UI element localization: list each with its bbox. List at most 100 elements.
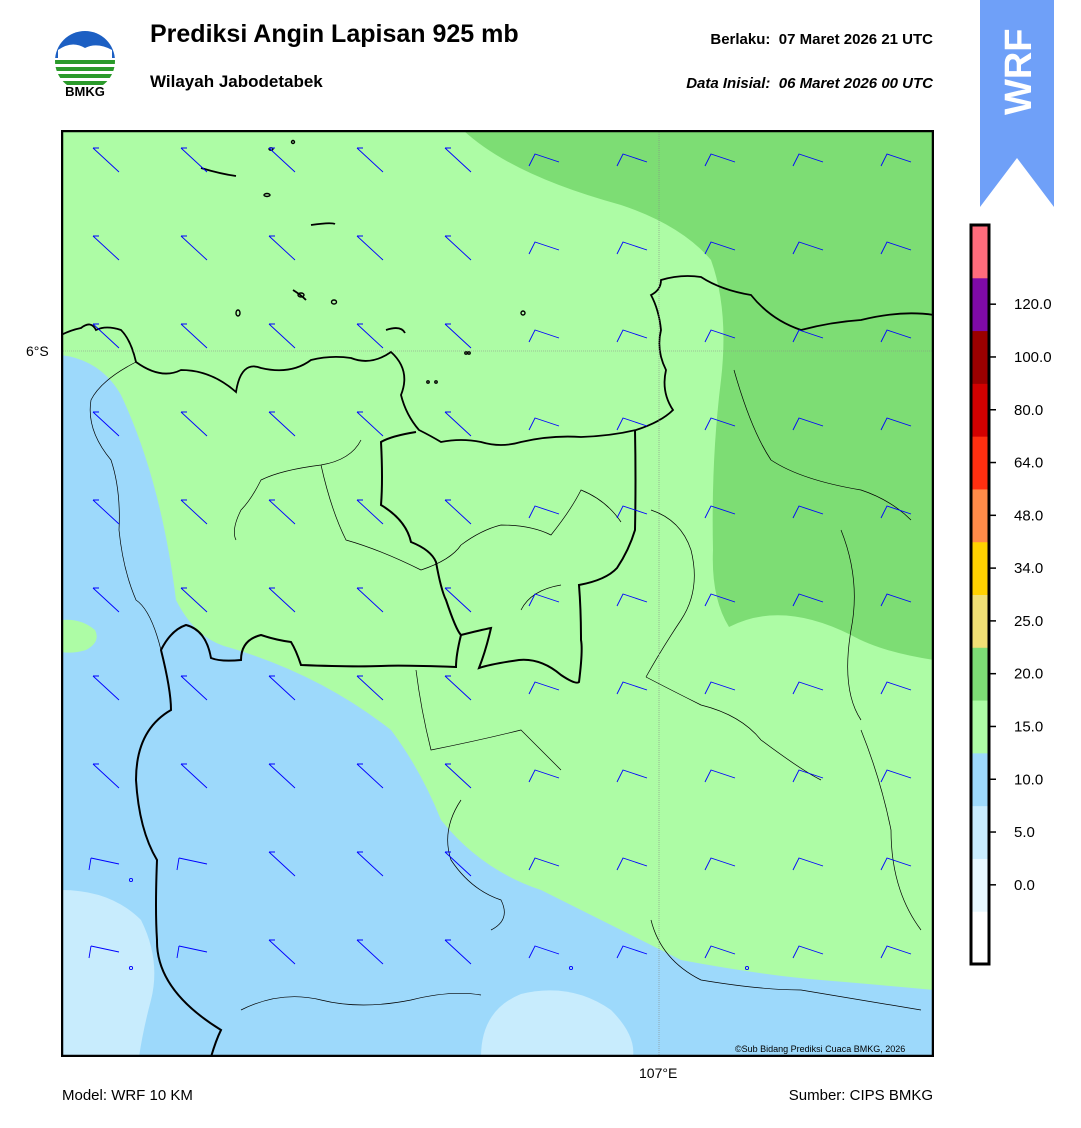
valid-time: Berlaku: 07 Maret 2026 21 UTC [710,31,933,48]
wind-barb [268,851,296,877]
wind-barb [616,945,648,959]
wind-barb [880,241,912,255]
colorbar-swatch [971,541,989,595]
wind-barb [792,417,824,431]
colorbar-frame [969,223,991,966]
wind-barb [176,945,208,959]
wind-barb [616,329,648,343]
wind-barb [92,235,120,261]
init-time: Data Inisial: 06 Maret 2026 00 UTC [686,75,933,92]
page-subtitle: Wilayah Jabodetabek [150,72,323,91]
wind-barb [92,587,120,613]
wind-barb [792,241,824,255]
wind-barb [356,411,384,437]
wind-barb [444,235,472,261]
colorbar-swatch [971,858,989,912]
wind-barb [792,769,824,783]
wind-barb [356,587,384,613]
regency-boundaries [89,361,922,1011]
wrf-ribbon-text: WRF [998,28,1040,115]
init-label: Data Inisial: [686,75,771,92]
wind-barb [616,593,648,607]
wind-barb [356,763,384,789]
wind-barb [616,505,648,519]
small-islands [235,139,526,384]
wind-barb [704,505,736,519]
wind-barb [880,593,912,607]
wind-barb [616,241,648,255]
wind-barb [880,681,912,695]
wind-barb [528,945,560,959]
wind-barb [616,417,648,431]
wind-barb [704,769,736,783]
lon-tick-label: 107°E [639,1065,678,1081]
wind-barb [88,857,120,871]
wind-barb [268,323,296,349]
wind-barb [704,329,736,343]
wind-barb [180,675,208,701]
colorbar-swatch [971,436,989,490]
colorbar-swatch [971,488,989,543]
model-label: Model: WRF 10 KM [62,1087,193,1104]
colorbar-swatch [971,330,989,384]
colorbar-tick-label: 25.0 [1014,613,1043,630]
wind-barb [176,857,208,871]
wind-barb [528,329,560,343]
wind-band-15-20 [463,130,934,660]
wind-barb [180,763,208,789]
wind-barb [444,147,472,173]
colorbar-tick-label: 20.0 [1014,666,1043,683]
colorbar-swatch [971,700,989,754]
colorbar-tick-label: 5.0 [1014,824,1035,841]
colorbar-swatch [971,911,989,965]
province-border [134,429,637,1057]
colorbar-tick-label: 120.0 [1014,296,1052,313]
wind-barb [880,769,912,783]
wind-barb [704,153,736,167]
wind-barb [792,329,824,343]
wind-barb [528,241,560,255]
colorbar-ticks: 0.0 5.0 10.0 15.0 20.0 25.0 34.0 48.0 64.0 80.0 10… [989,296,1052,894]
colorbar-swatch [971,752,989,807]
wind-barb [92,763,120,789]
wind-barb [268,147,296,173]
wind-barb [92,147,120,173]
wind-barb [704,593,736,607]
wind-band-0-5-west [61,890,155,1057]
wind-barb [528,769,560,783]
wind-barb [704,241,736,255]
source-label: Sumber: CIPS BMKG [788,1087,933,1104]
wind-barb [880,857,912,871]
colorbar-tick-label: 10.0 [1014,771,1043,788]
wind-barb [356,939,384,965]
wind-barb [880,153,912,167]
wind-barb [268,587,296,613]
wind-barb [792,945,824,959]
wind-barb [528,681,560,695]
wind-barb [268,235,296,261]
wind-barb [92,323,120,349]
colorbar-tick-label: 100.0 [1014,349,1052,366]
colorbar-tick-label: 64.0 [1014,455,1043,472]
wind-barb [792,857,824,871]
wind-barb [704,945,736,959]
wind-barb [880,329,912,343]
colorbar-tick-label: 0.0 [1014,877,1035,894]
wind-barb [704,681,736,695]
wind-barb [356,851,384,877]
wind-barb [792,505,824,519]
wrf-ribbon: WRF [980,0,1054,207]
wind-barb [356,235,384,261]
wind-barb [792,153,824,167]
wind-barb [356,499,384,525]
wind-band-10-15-pocket [61,619,97,653]
colorbar-tick-label: 15.0 [1014,718,1043,735]
colorbar-tick-label: 80.0 [1014,402,1043,419]
wind-barb [704,417,736,431]
wind-barbs [88,147,912,965]
wind-barb [180,587,208,613]
wind-barb [92,675,120,701]
map-frame [61,130,934,1057]
wind-barb [616,153,648,167]
wind-barb [792,593,824,607]
